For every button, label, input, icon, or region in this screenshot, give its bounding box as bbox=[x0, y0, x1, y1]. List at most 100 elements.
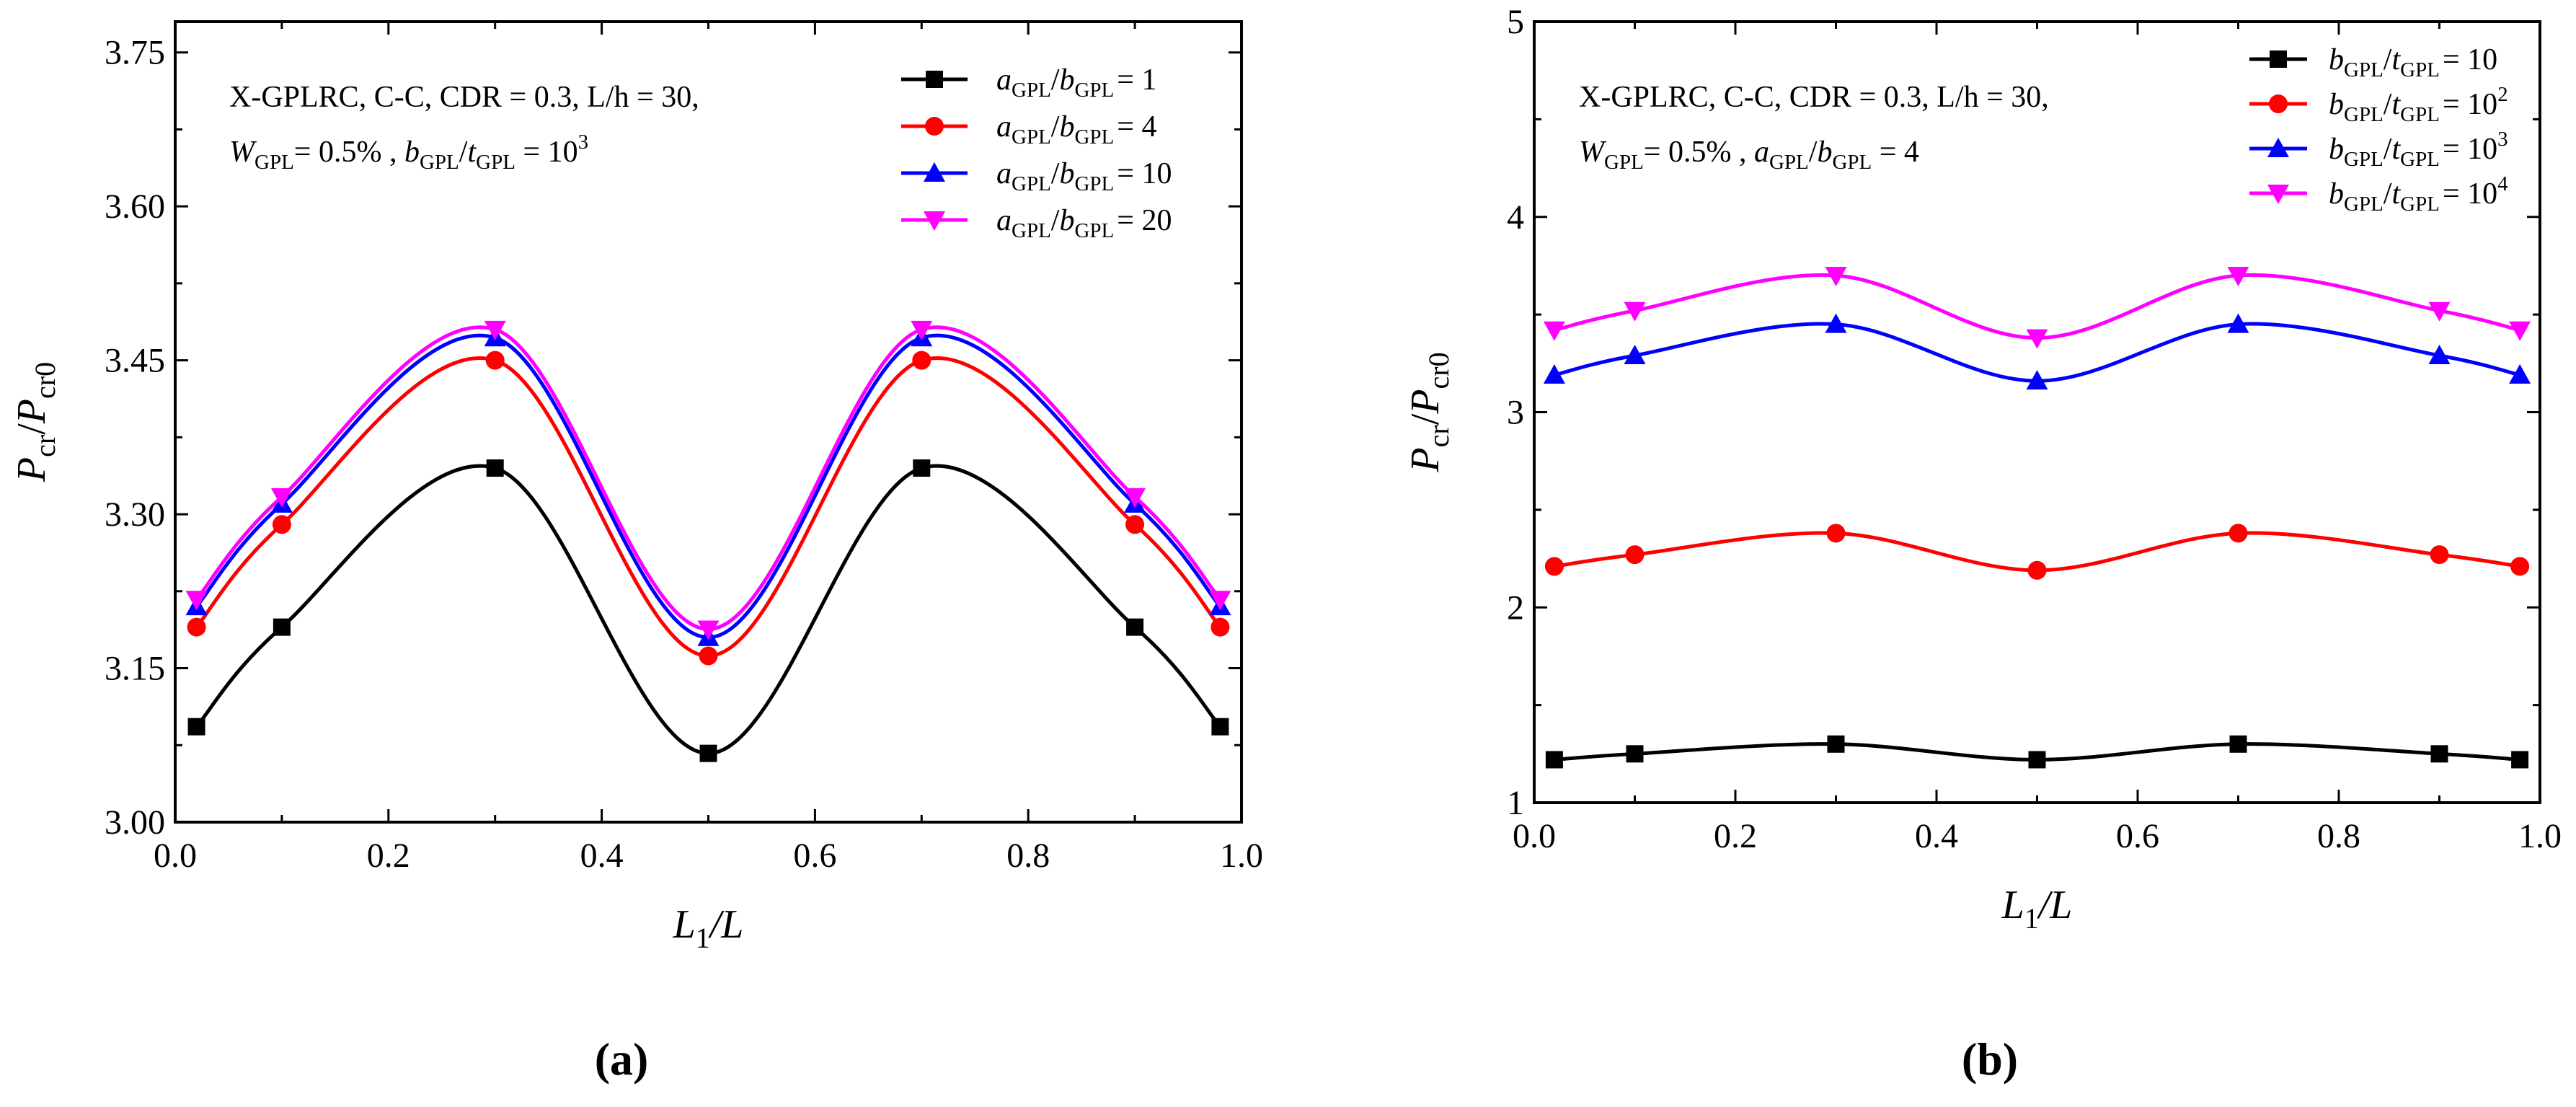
chart-b: 0.0 0.2 0.4 0.6 0.8 1.0 1 2 3 4 5 L1/L Pcr/Pcr0 X-GPL… bbox=[1403, 3, 2562, 1085]
y-axis-label: Pcr/Pcr0 bbox=[9, 362, 61, 482]
x-tick-label: 0.6 bbox=[793, 837, 836, 875]
data-point bbox=[1211, 718, 1229, 736]
y-tick-label: 3.60 bbox=[105, 188, 165, 226]
data-point bbox=[2027, 560, 2047, 580]
y-tick-label: 3.75 bbox=[105, 34, 165, 72]
x-tick-label: 1.0 bbox=[1220, 837, 1263, 875]
data-point bbox=[2509, 321, 2531, 341]
series-1: aGPL/bGPL= 4 bbox=[187, 110, 1230, 666]
legend-label: aGPL/bGPL= 4 bbox=[996, 110, 1156, 149]
data-point bbox=[1210, 617, 1230, 637]
data-point bbox=[2228, 524, 2248, 543]
legend-marker bbox=[926, 71, 943, 88]
y-tick-label: 3.00 bbox=[105, 803, 165, 842]
legend-label: aGPL/bGPL= 20 bbox=[996, 204, 1172, 242]
legend-marker bbox=[2269, 94, 2288, 113]
data-point bbox=[2229, 735, 2247, 753]
series-line bbox=[195, 464, 1222, 756]
data-point bbox=[2026, 370, 2048, 390]
data-point bbox=[913, 459, 931, 477]
y-tick-label: 3.15 bbox=[105, 650, 165, 688]
x-tick-label: 0.2 bbox=[367, 837, 410, 875]
x-tick-label: 0.8 bbox=[1006, 837, 1050, 875]
y-tick-label: 2 bbox=[1507, 588, 1524, 627]
y-tick-label: 3.30 bbox=[105, 495, 165, 534]
legend-label: bGPL/tGPL= 103 bbox=[2329, 128, 2508, 171]
series-1: bGPL/tGPL= 102 bbox=[1544, 83, 2530, 580]
series-line bbox=[1554, 273, 2520, 340]
data-point bbox=[187, 718, 205, 736]
series-0: aGPL/bGPL= 1 bbox=[187, 63, 1229, 762]
data-point bbox=[484, 320, 506, 340]
data-point bbox=[273, 618, 291, 636]
data-point bbox=[272, 515, 291, 534]
x-tick-label: 0.2 bbox=[1714, 817, 1757, 855]
data-point bbox=[1827, 735, 1845, 753]
data-point bbox=[486, 459, 504, 477]
x-tick-label: 0.6 bbox=[2116, 817, 2159, 855]
data-point bbox=[911, 320, 933, 340]
series-2: bGPL/tGPL= 103 bbox=[1543, 128, 2531, 390]
legend-label: bGPL/tGPL= 10 bbox=[2329, 43, 2497, 81]
data-point bbox=[1624, 301, 1646, 322]
legend-label: aGPL/bGPL= 10 bbox=[996, 157, 1172, 195]
series-line bbox=[195, 356, 1222, 658]
data-point bbox=[1544, 557, 1564, 576]
data-point bbox=[1125, 515, 1145, 534]
series-3: aGPL/bGPL= 20 bbox=[185, 204, 1231, 640]
x-tick-label: 0.0 bbox=[1513, 817, 1556, 855]
data-point bbox=[2510, 557, 2530, 576]
data-point bbox=[699, 646, 718, 666]
y-axis-label: Pcr/Pcr0 bbox=[1403, 352, 1455, 472]
data-point bbox=[699, 744, 717, 762]
x-tick-label: 0.0 bbox=[154, 837, 197, 875]
data-point bbox=[1209, 591, 1231, 611]
data-point bbox=[185, 591, 208, 611]
data-point bbox=[270, 488, 293, 508]
data-point bbox=[2026, 329, 2048, 349]
data-point bbox=[2509, 364, 2531, 384]
legend-label: bGPL/tGPL= 104 bbox=[2329, 172, 2508, 216]
data-point bbox=[485, 350, 505, 370]
legend-marker bbox=[2270, 50, 2287, 68]
x-tick-label: 0.4 bbox=[580, 837, 624, 875]
legend-marker bbox=[924, 211, 945, 231]
legend-marker bbox=[924, 162, 945, 182]
x-tick-label: 1.0 bbox=[2518, 817, 2562, 855]
legend-marker bbox=[2267, 185, 2289, 204]
legend-marker bbox=[2267, 138, 2289, 157]
y-tick-label: 3 bbox=[1507, 394, 1524, 432]
annotation-line-2: WGPL= 0.5% , bGPL/tGPL = 103 bbox=[229, 131, 588, 174]
series-0: bGPL/tGPL= 10 bbox=[1545, 43, 2529, 769]
x-axis-label: L1/L bbox=[2001, 883, 2073, 935]
data-point bbox=[1126, 618, 1144, 636]
legend-marker bbox=[925, 117, 944, 136]
data-point bbox=[187, 617, 206, 637]
data-point bbox=[1545, 751, 1563, 769]
y-tick-label: 4 bbox=[1507, 198, 1524, 237]
data-point bbox=[2428, 301, 2451, 322]
y-tick-label: 3.45 bbox=[105, 342, 165, 380]
data-point bbox=[2430, 545, 2449, 565]
chart-a: 0.0 0.2 0.4 0.6 0.8 1.0 3.00 3.15 3.30 3.45 3.60 3.… bbox=[9, 20, 1263, 1085]
data-point bbox=[1825, 266, 1847, 286]
data-point bbox=[1625, 545, 1645, 565]
data-point bbox=[2028, 751, 2046, 769]
annotation-line-1: X-GPLRC, C-C, CDR = 0.3, L/h = 30, bbox=[1579, 81, 2049, 114]
data-point bbox=[2227, 313, 2249, 333]
annotation-line-2: WGPL= 0.5% , aGPL/bGPL = 4 bbox=[1579, 136, 1919, 174]
data-point bbox=[1543, 364, 1565, 384]
series-line bbox=[195, 325, 1222, 631]
data-point bbox=[697, 620, 720, 640]
data-point bbox=[2428, 344, 2451, 364]
legend-label: aGPL/bGPL= 1 bbox=[996, 63, 1156, 102]
data-point bbox=[1124, 488, 1146, 508]
data-point bbox=[1826, 524, 1846, 543]
panel-label: (b) bbox=[1962, 1033, 2018, 1085]
data-point bbox=[2227, 266, 2249, 286]
panel-label: (a) bbox=[595, 1033, 649, 1085]
x-axis-label: L1/L bbox=[673, 902, 744, 954]
series-3: bGPL/tGPL= 104 bbox=[1543, 172, 2531, 349]
data-point bbox=[2511, 751, 2529, 769]
